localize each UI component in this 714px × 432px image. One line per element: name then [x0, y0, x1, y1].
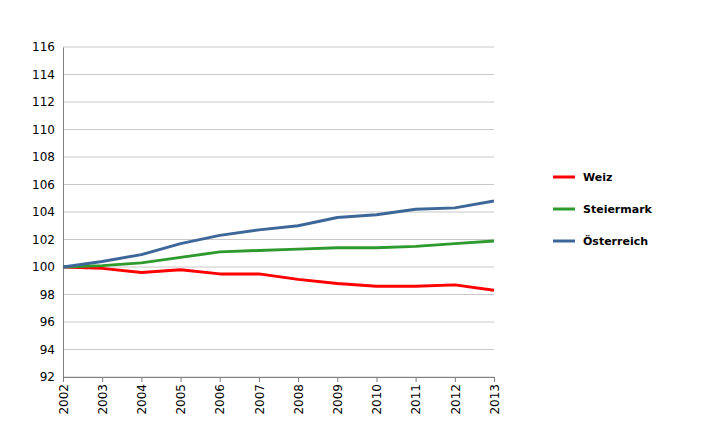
y-tick-label: 106 [32, 178, 55, 192]
x-tick-label: 2009 [331, 384, 345, 415]
x-tick: 2007 [253, 377, 267, 415]
grid-line [63, 349, 494, 350]
x-tick: 2012 [449, 377, 463, 415]
legend-label: Weiz [583, 171, 612, 184]
y-tick-label: 100 [32, 260, 55, 274]
x-tick: 2004 [135, 377, 149, 415]
x-tick-mark [220, 377, 221, 382]
y-tick: 110 [32, 123, 63, 137]
x-tick-label: 2011 [409, 384, 423, 415]
y-tick: 92 [40, 370, 63, 384]
x-tick: 2010 [370, 377, 384, 415]
grid-line [63, 47, 494, 48]
y-tick: 108 [32, 150, 63, 164]
x-tick-label: 2008 [292, 384, 306, 415]
grid-line [63, 322, 494, 323]
y-tick: 100 [32, 260, 63, 274]
y-tick-label: 114 [32, 68, 55, 82]
x-tick: 2002 [57, 377, 71, 415]
grid [63, 47, 494, 377]
series-line [63, 267, 494, 290]
y-tick-label: 98 [40, 288, 55, 302]
x-tick-mark [63, 377, 64, 382]
x-axis-line [64, 377, 495, 378]
grid-line [63, 184, 494, 185]
y-axis: 92 94 96 98 100 102 104 106 108 110 112 114 116 [32, 40, 63, 384]
x-tick: 2008 [292, 377, 306, 415]
grid-line [63, 212, 494, 213]
x-tick: 2013 [488, 377, 502, 415]
x-tick-mark [298, 377, 299, 382]
x-tick: 2005 [174, 377, 188, 415]
y-axis-line [63, 48, 64, 378]
y-tick: 116 [32, 40, 63, 54]
legend: Weiz Steiermark Österreich [553, 171, 653, 248]
y-tick-label: 92 [40, 370, 55, 384]
x-tick: 2003 [96, 377, 110, 415]
x-tick-label: 2005 [174, 384, 188, 415]
x-tick-label: 2012 [449, 384, 463, 415]
legend-label: Steiermark [583, 203, 653, 216]
legend-swatch [553, 208, 575, 211]
grid-line [63, 129, 494, 130]
x-tick-mark [376, 377, 377, 382]
x-tick-label: 2007 [253, 384, 267, 415]
series-lines [63, 201, 494, 290]
x-axis: 2002 2003 2004 2005 2006 2007 2008 2009 2010 2011… [57, 377, 502, 415]
x-tick: 2011 [409, 377, 423, 415]
legend-label: Österreich [583, 234, 648, 248]
y-tick: 112 [32, 95, 63, 109]
x-tick-label: 2002 [57, 384, 71, 415]
grid-line [63, 239, 494, 240]
x-tick-mark [455, 377, 456, 382]
series-line [63, 201, 494, 267]
x-tick-label: 2010 [370, 384, 384, 415]
y-tick: 98 [40, 288, 63, 302]
y-tick-label: 94 [40, 343, 55, 357]
y-tick: 96 [40, 315, 63, 329]
legend-swatch [553, 240, 575, 243]
grid-line [63, 377, 494, 378]
y-tick: 94 [40, 343, 63, 357]
y-tick-label: 104 [32, 205, 55, 219]
grid-line [63, 74, 494, 75]
x-tick-label: 2003 [96, 384, 110, 415]
x-tick-mark [259, 377, 260, 382]
y-tick-label: 102 [32, 233, 55, 247]
x-tick-mark [337, 377, 338, 382]
x-tick: 2009 [331, 377, 345, 415]
y-tick-label: 96 [40, 315, 55, 329]
y-tick: 102 [32, 233, 63, 247]
y-tick: 106 [32, 178, 63, 192]
x-tick-mark [102, 377, 103, 382]
x-tick-label: 2004 [135, 384, 149, 415]
y-tick-label: 110 [32, 123, 55, 137]
y-tick: 114 [32, 68, 63, 82]
grid-line [63, 102, 494, 103]
grid-line [63, 267, 494, 268]
chart: 9294969810010210410610811011211411620022… [0, 0, 714, 432]
legend-swatch [553, 176, 575, 179]
series-line [63, 241, 494, 267]
x-tick-mark [181, 377, 182, 382]
x-tick-label: 2013 [488, 384, 502, 415]
x-tick-label: 2006 [213, 384, 227, 415]
x-tick-mark [141, 377, 142, 382]
grid-line [63, 157, 494, 158]
x-tick: 2006 [213, 377, 227, 415]
y-tick-label: 116 [32, 40, 55, 54]
grid-line [63, 294, 494, 295]
x-tick-mark [494, 377, 495, 382]
y-tick: 104 [32, 205, 63, 219]
y-tick-label: 112 [32, 95, 55, 109]
x-tick-mark [416, 377, 417, 382]
y-tick-label: 108 [32, 150, 55, 164]
